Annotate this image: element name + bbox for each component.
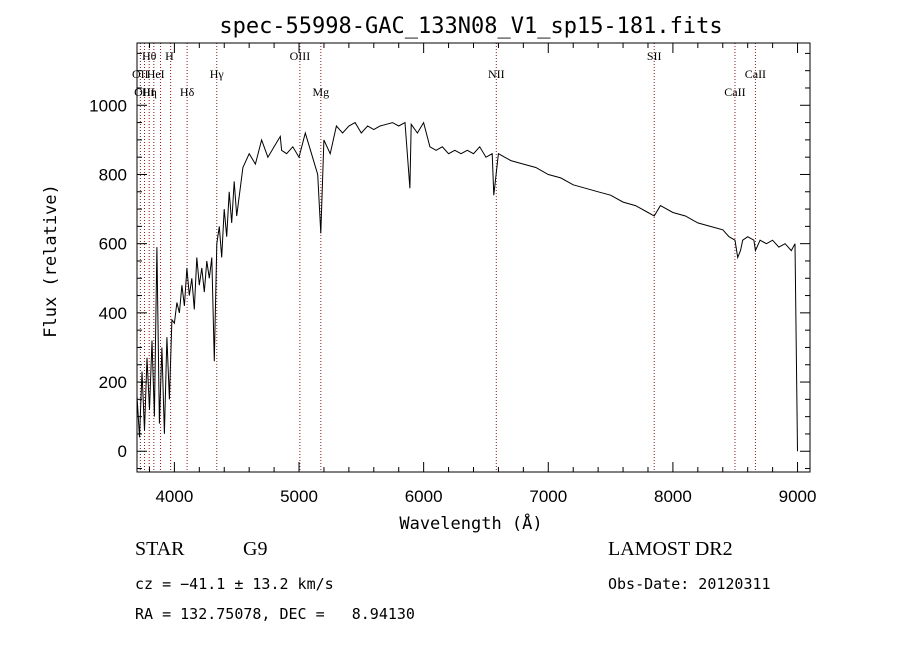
line-label-12: CaII — [724, 85, 745, 99]
spectrum-series-line-0 — [136, 121, 798, 452]
line-label-6: Hδ — [180, 85, 195, 99]
y-tick-label-1000: 1000 — [89, 96, 127, 115]
line-label-2: Hθ — [142, 49, 157, 63]
obs-date-text: Obs-Date: 20120311 — [608, 575, 771, 593]
object-class: STAR — [135, 538, 185, 560]
line-label-4: HeI — [147, 67, 165, 81]
line-label-10: NII — [488, 67, 505, 81]
line-label-9: Mg — [312, 85, 329, 99]
x-tick-label-5000: 5000 — [280, 487, 318, 506]
y-tick-label-400: 400 — [99, 304, 127, 323]
y-tick-label-0: 0 — [118, 442, 127, 461]
x-tick-label-9000: 9000 — [779, 487, 817, 506]
line-label-5: H — [165, 49, 174, 63]
redshift-text: cz = −41.1 ± 13.2 km/s — [135, 575, 334, 593]
y-tick-label-600: 600 — [99, 235, 127, 254]
x-axis-label: Wavelength (Å) — [399, 512, 542, 534]
y-axis-label: Flux (relative) — [41, 184, 61, 338]
line-label-3: Hη — [142, 85, 157, 99]
object-subclass: G9 — [243, 538, 268, 560]
line-label-11: SII — [647, 49, 662, 63]
y-tick-label-200: 200 — [99, 373, 127, 392]
line-label-7: Hγ — [210, 67, 225, 81]
line-label-8: OIII — [290, 49, 311, 63]
line-label-13: CaII — [745, 67, 766, 81]
survey-label: LAMOST DR2 — [608, 538, 733, 560]
plot-frame — [136, 42, 811, 473]
x-tick-label-8000: 8000 — [654, 487, 692, 506]
x-tick-label-7000: 7000 — [529, 487, 567, 506]
y-tick-label-800: 800 — [99, 165, 127, 184]
x-tick-label-6000: 6000 — [405, 487, 443, 506]
x-tick-label-4000: 4000 — [155, 487, 193, 506]
ra-dec-text: RA = 132.75078, DEC = 8.94130 — [135, 605, 415, 623]
chart-title: spec-55998-GAC_133N08_V1_sp15-181.fits — [219, 14, 722, 39]
